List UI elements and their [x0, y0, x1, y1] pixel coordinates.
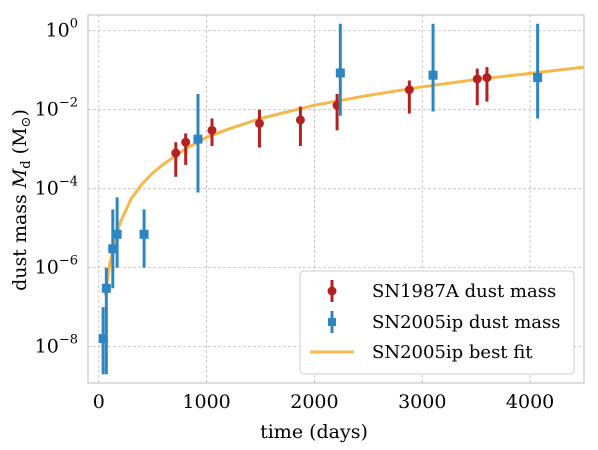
legend-box: [299, 270, 575, 375]
sn1987a-point: [181, 137, 191, 147]
x-tick-label: 1000: [182, 391, 230, 413]
sn1987a-point: [472, 74, 482, 84]
sn2005ip-point: [101, 283, 111, 293]
legend-sn2005ip-label: SN2005ip dust mass: [372, 312, 560, 333]
y-tick-label: 10−8: [35, 333, 78, 358]
legend-sn2005ip-marker: [328, 318, 336, 326]
y-tick-label: 10−4: [35, 175, 78, 200]
sn2005ip-point: [335, 68, 345, 78]
x-axis-label: time (days): [260, 421, 368, 443]
y-label-symbol: M: [9, 168, 31, 189]
sn1987a-point: [482, 73, 492, 83]
sn2005ip-point: [139, 229, 149, 239]
y-tick-label: 100: [46, 17, 78, 42]
y-label-unit-open: (M: [9, 127, 31, 160]
best-fit-curve: [103, 65, 585, 296]
sn2005ip-point: [98, 334, 108, 344]
plot-frame: [87, 14, 585, 384]
legend-sn1987a-marker: [327, 286, 337, 296]
legend-fit-label: SN2005ip best fit: [372, 342, 533, 363]
best-fit-layer: [103, 65, 585, 296]
x-tick-label: 4000: [506, 391, 554, 413]
legend: SN1987A dust mass SN2005ip dust mass SN2…: [299, 270, 575, 375]
x-tick-label: 0: [93, 391, 105, 413]
y-axis-label: dust mass Md (M⊙): [9, 109, 34, 291]
y-tick-labels: 10−8 10−6 10−4 10−2 100: [35, 17, 78, 358]
y-label-unit-sub: ⊙: [19, 117, 34, 128]
sn2005ip-point: [533, 73, 543, 83]
x-tick-label: 2000: [290, 391, 338, 413]
legend-sn1987a-label: SN1987A dust mass: [372, 281, 556, 302]
sn2005ip-point: [108, 244, 118, 254]
sn1987a-point: [171, 148, 181, 158]
y-label-unit-close: ): [9, 109, 31, 116]
sn2005ip-point: [193, 134, 203, 144]
y-label-subscript: d: [19, 160, 34, 168]
x-tick-labels: 0 1000 2000 3000 4000: [93, 391, 555, 413]
sn2005ip-point: [428, 70, 438, 80]
data-points-layer: [98, 23, 543, 375]
y-label-prefix: dust mass: [9, 188, 31, 291]
sn2005ip-point: [112, 229, 122, 239]
y-tick-label: 10−6: [35, 254, 78, 279]
sn1987a-point: [254, 118, 264, 128]
y-tick-label: 10−2: [35, 96, 78, 121]
sn1987a-point: [295, 115, 305, 125]
sn1987a-point: [404, 85, 414, 95]
sn1987a-point: [207, 125, 217, 135]
x-tick-label: 3000: [398, 391, 446, 413]
